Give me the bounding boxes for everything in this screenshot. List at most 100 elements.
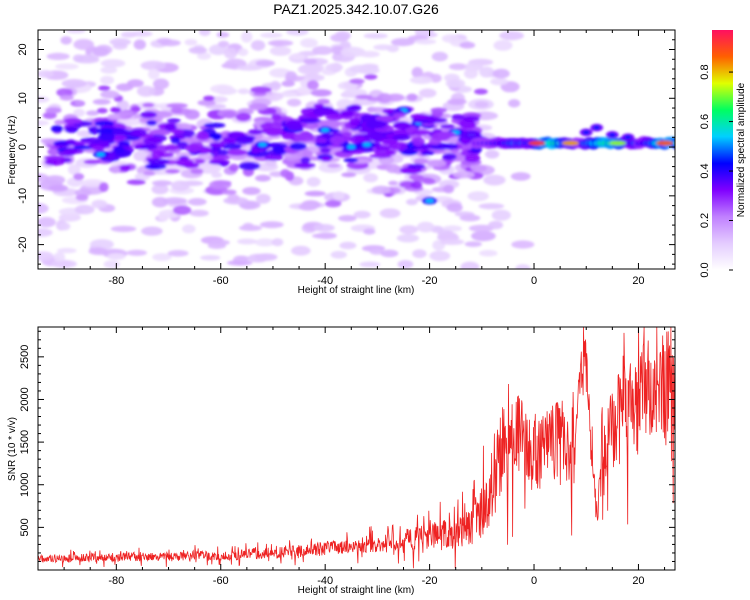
heatmap-cell bbox=[46, 52, 70, 61]
heatmap-ylabel: Frequency (Hz) bbox=[7, 116, 18, 185]
snr-background bbox=[38, 327, 675, 570]
heatmap-cell bbox=[255, 174, 271, 182]
heatmap-cell bbox=[265, 159, 277, 167]
colorbar-tick-label: 0.8 bbox=[699, 64, 711, 79]
heatmap-cell bbox=[393, 121, 412, 130]
snr-xtick-label: 0 bbox=[531, 575, 537, 587]
heatmap-cell bbox=[281, 80, 295, 87]
heatmap-cell bbox=[297, 64, 323, 75]
heatmap-cell bbox=[483, 174, 506, 186]
heatmap-cell bbox=[129, 128, 147, 137]
heatmap-cell bbox=[314, 137, 327, 144]
heatmap-cells bbox=[38, 30, 675, 269]
colorbar-tick-label: 0.0 bbox=[699, 262, 711, 277]
heatmap-cell bbox=[380, 249, 399, 258]
heatmap-cell bbox=[38, 120, 50, 126]
heatmap-cell bbox=[73, 173, 85, 181]
heatmap-cell bbox=[427, 160, 447, 167]
heatmap-cell bbox=[296, 86, 313, 95]
heatmap-cell bbox=[62, 149, 84, 154]
heatmap-cell bbox=[110, 166, 121, 174]
heatmap-cell bbox=[119, 118, 142, 126]
heatmap-cell bbox=[303, 58, 318, 65]
heatmap-cell bbox=[148, 68, 160, 80]
heatmap-cell bbox=[218, 40, 230, 48]
snr-xtick-label: -80 bbox=[108, 575, 124, 587]
heatmap-cell bbox=[431, 131, 451, 142]
snr-ytick-label: 1500 bbox=[19, 430, 31, 454]
heatmap-cell bbox=[165, 169, 181, 174]
snr-xlabel: Height of straight line (km) bbox=[298, 585, 415, 596]
heatmap-cell bbox=[250, 40, 266, 51]
heatmap-cell bbox=[359, 50, 380, 58]
heatmap-cell bbox=[369, 248, 384, 255]
heatmap-cell bbox=[74, 204, 95, 215]
heatmap-cell bbox=[88, 247, 108, 255]
heatmap-cell bbox=[320, 156, 332, 162]
heatmap-cell bbox=[149, 129, 171, 136]
heatmap-cell bbox=[429, 250, 451, 262]
heatmap-cell bbox=[56, 88, 73, 97]
colorbar-tick-label: 0.6 bbox=[699, 114, 711, 129]
heatmap-cell bbox=[175, 158, 194, 167]
heatmap-cell bbox=[285, 71, 298, 82]
heatmap-cell bbox=[99, 182, 109, 193]
heatmap-cell bbox=[624, 135, 632, 140]
heatmap-cell bbox=[319, 147, 331, 154]
heatmap-cell bbox=[319, 119, 342, 129]
heatmap-cell bbox=[265, 128, 283, 137]
heatmap-cell bbox=[271, 113, 282, 121]
snr-series-line bbox=[38, 327, 675, 569]
heatmap-cell bbox=[48, 184, 69, 192]
heatmap-cell bbox=[460, 261, 480, 269]
heatmap-cell bbox=[408, 174, 424, 180]
heatmap-cell bbox=[373, 44, 393, 51]
heatmap-cell bbox=[347, 144, 356, 150]
heatmap-cell bbox=[147, 158, 170, 165]
heatmap-cell bbox=[412, 129, 431, 136]
heatmap-cell bbox=[255, 193, 271, 204]
heatmap-cell bbox=[446, 202, 463, 213]
heatmap-cell bbox=[142, 102, 155, 108]
heatmap-cell bbox=[100, 59, 126, 68]
heatmap-cell bbox=[491, 209, 511, 221]
heatmap-cell bbox=[143, 137, 163, 145]
heatmap-cell bbox=[64, 126, 79, 133]
heatmap-cell bbox=[110, 225, 137, 233]
heatmap-cell bbox=[313, 224, 335, 232]
heatmap-xtick-label: 20 bbox=[632, 275, 644, 287]
snr-ytick-label: 2000 bbox=[19, 387, 31, 411]
snr-xtick-label: 20 bbox=[632, 575, 644, 587]
heatmap-cell bbox=[38, 70, 54, 78]
heatmap-cell bbox=[247, 253, 269, 263]
heatmap-cell bbox=[439, 232, 458, 239]
heatmap-cell bbox=[96, 107, 108, 114]
heatmap-cell bbox=[45, 107, 62, 114]
heatmap-cell bbox=[349, 117, 361, 127]
heatmap-cell bbox=[462, 115, 480, 123]
heatmap-cell bbox=[298, 203, 318, 211]
heatmap-cell bbox=[493, 40, 513, 51]
heatmap-cell bbox=[83, 159, 101, 165]
heatmap-cell bbox=[286, 98, 302, 107]
heatmap-cell bbox=[120, 31, 137, 38]
heatmap-cell bbox=[248, 103, 268, 111]
heatmap-cell bbox=[89, 239, 114, 250]
heatmap-cell bbox=[146, 120, 158, 126]
heatmap-cell bbox=[382, 108, 394, 114]
heatmap-cell bbox=[55, 63, 79, 70]
heatmap-cell bbox=[136, 85, 156, 97]
heatmap-cell bbox=[236, 255, 250, 262]
heatmap-cell bbox=[227, 193, 240, 203]
snr-xtick-label: -40 bbox=[317, 575, 333, 587]
heatmap-cell bbox=[103, 260, 121, 269]
heatmap-cell bbox=[317, 98, 330, 105]
heatmap-cell bbox=[474, 88, 488, 95]
snr-panel: -80 -60 -40 -20 0 20 500 1000 1500 2000 2500 Heigh… bbox=[7, 326, 676, 596]
snr-ytick-label: 1000 bbox=[19, 472, 31, 496]
heatmap-cell bbox=[224, 47, 238, 59]
heatmap-cell bbox=[100, 75, 115, 85]
heatmap-cell bbox=[170, 136, 181, 144]
heatmap-cell bbox=[510, 172, 531, 181]
heatmap-cell bbox=[188, 46, 208, 54]
